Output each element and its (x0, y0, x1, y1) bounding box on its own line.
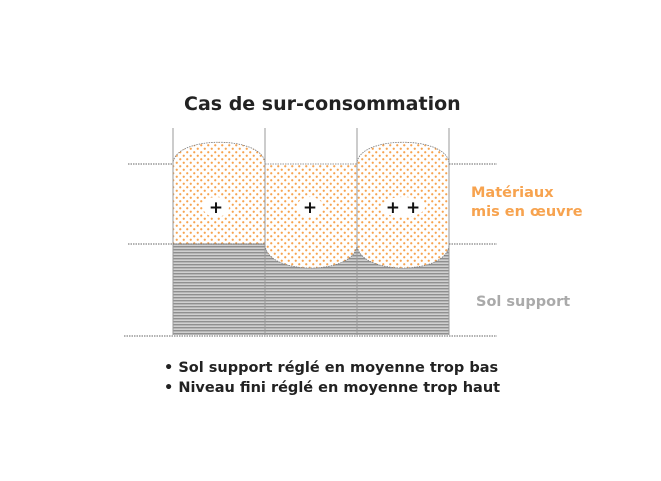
materials-label-line1: Matériaux (471, 185, 554, 201)
bullet-list: • Sol support réglé en moyenne trop bas … (164, 358, 500, 398)
ground-label: Sol support (476, 294, 571, 310)
diagram-title: Cas de sur-consommation (184, 93, 461, 115)
level-lines (124, 163, 497, 337)
bullet-item: • Niveau fini réglé en moyenne trop haut (164, 380, 501, 396)
grid-verticals (172, 128, 450, 335)
double-plus-icon: + + (386, 198, 420, 218)
plus-icon: + (209, 198, 223, 218)
plus-icon: + (303, 198, 317, 218)
material-cell-1 (172, 141, 266, 245)
materials-label: Matériaux mis en œuvre (471, 184, 583, 222)
bullet-item: • Sol support réglé en moyenne trop bas (164, 360, 499, 376)
marker-backgrounds (203, 197, 425, 217)
materials-label-line2: mis en œuvre (471, 204, 583, 220)
